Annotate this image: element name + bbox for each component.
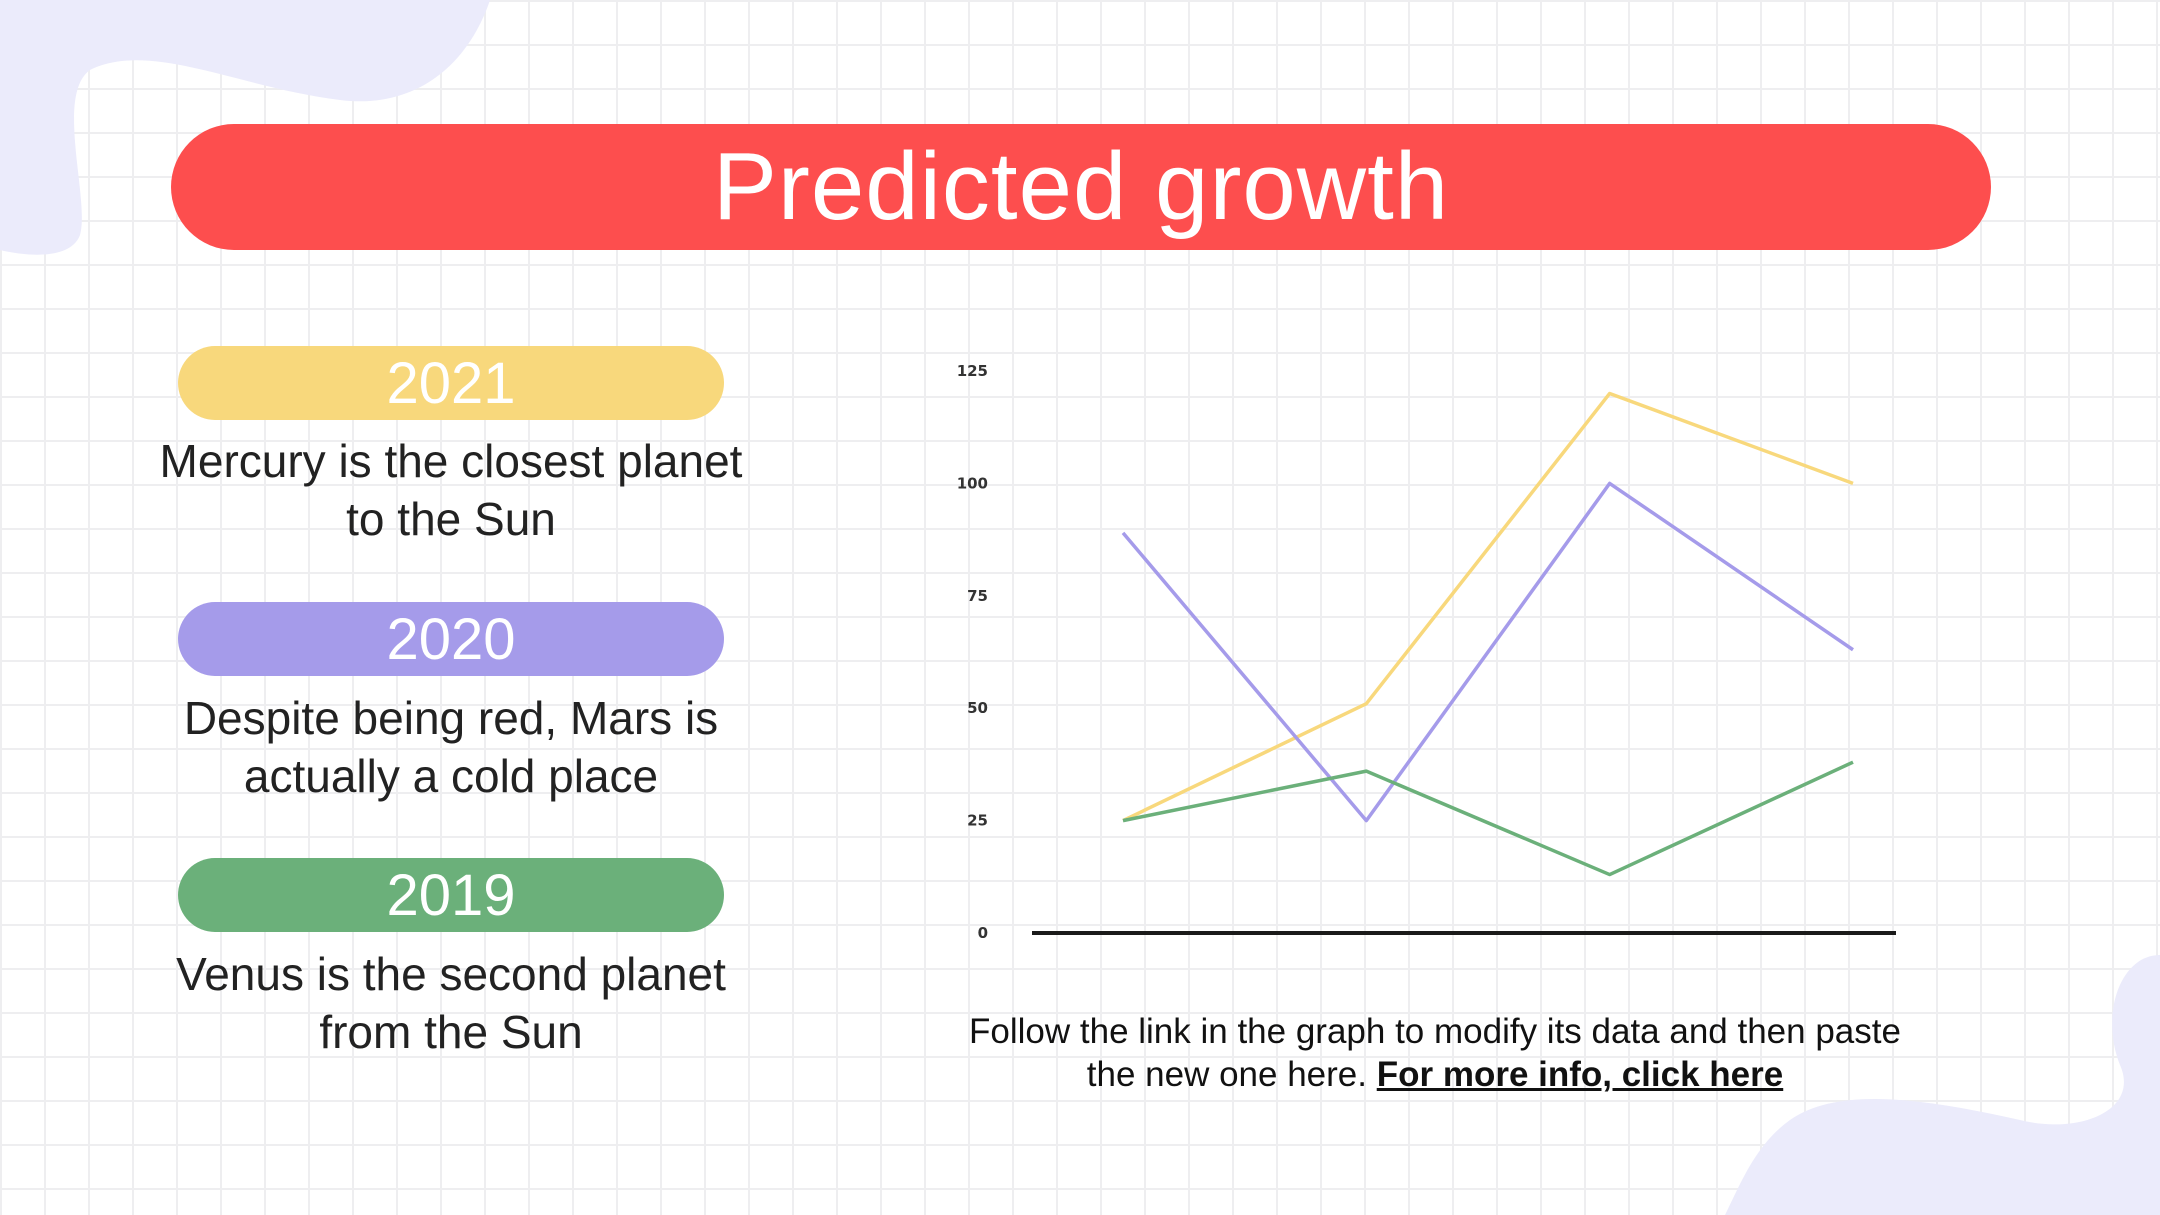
decorative-blob-top-left xyxy=(0,0,490,255)
series-line-2 xyxy=(1121,481,1854,823)
year-description: Mercury is the closest planet to the Sun xyxy=(159,435,743,545)
y-tick-label: 0 xyxy=(978,924,988,942)
y-tick-label: 100 xyxy=(957,474,988,492)
decorative-blob-bottom-right xyxy=(1725,955,2160,1215)
title-bar: Predicted growth xyxy=(171,124,1991,250)
year-label: 2021 xyxy=(386,350,516,416)
more-info-link[interactable]: For more info, click here xyxy=(1376,1055,1784,1094)
page-title: Predicted growth xyxy=(712,133,1450,240)
y-tick-label: 50 xyxy=(967,699,988,717)
line-chart: 0 25 50 75 100 125 xyxy=(957,362,1896,942)
year-description: Despite being red, Mars is actually a co… xyxy=(183,692,719,802)
series-line-1 xyxy=(1122,391,1854,823)
footnote-text: Follow the link in the graph to modify i… xyxy=(969,1012,1901,1094)
y-tick-label: 125 xyxy=(957,362,988,380)
year-label: 2019 xyxy=(386,862,516,928)
y-tick-label: 25 xyxy=(967,812,988,830)
year-pill-2019: 2019 xyxy=(178,858,724,932)
year-description: Venus is the second planet from the Sun xyxy=(176,948,726,1058)
footnote: Follow the link in the graph to modify i… xyxy=(960,1010,1910,1096)
year-pill-2021: 2021 xyxy=(178,346,724,420)
year-pill-2020: 2020 xyxy=(178,602,724,676)
y-tick-label: 75 xyxy=(967,587,988,605)
year-label: 2020 xyxy=(386,606,516,672)
series-line-3 xyxy=(1122,760,1854,877)
